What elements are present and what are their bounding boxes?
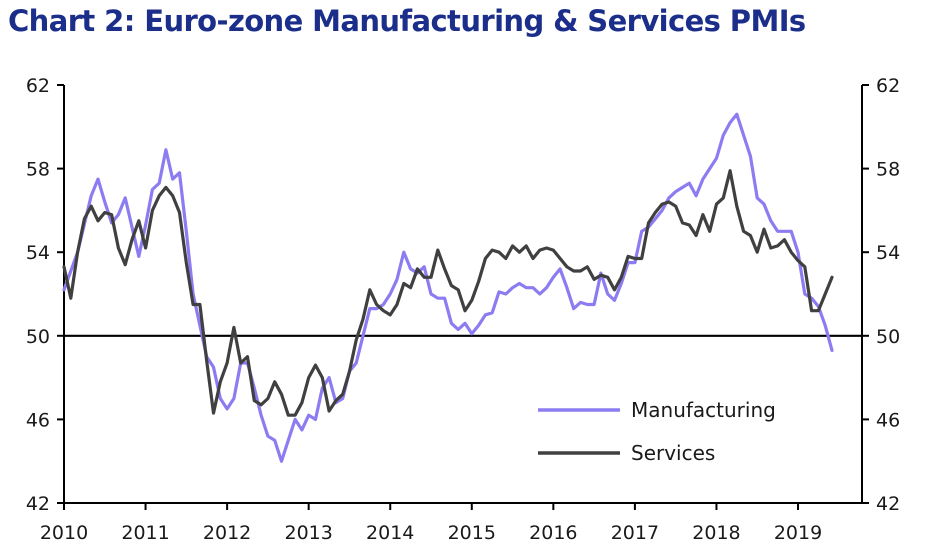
x-tick-label: 2019 (774, 522, 822, 544)
series-layer (62, 112, 834, 463)
legend-label-services: Services (631, 441, 715, 465)
right-y-tick-label: 50 (876, 326, 900, 348)
x-tick-label: 2013 (284, 522, 332, 544)
series-line-services (62, 169, 834, 417)
left-y-tick-label: 54 (26, 242, 50, 264)
legend: Manufacturing Services (538, 398, 776, 465)
right-y-tick-label: 58 (876, 159, 900, 181)
axes-layer: 42 42 46 46 50 50 54 54 58 58 62 62 2010 2011 2012 2013… (26, 75, 900, 544)
right-y-tick-label: 42 (876, 493, 900, 515)
right-y-tick-label: 54 (876, 242, 900, 264)
chart-title: Chart 2: Euro-zone Manufacturing & Servi… (8, 4, 806, 38)
legend-label-manufacturing: Manufacturing (631, 398, 776, 422)
x-tick-label: 2015 (448, 522, 496, 544)
x-tick-label: 2010 (40, 522, 88, 544)
right-y-tick-label: 46 (876, 409, 900, 431)
left-y-tick-label: 62 (26, 75, 50, 97)
left-y-tick-label: 58 (26, 159, 50, 181)
left-y-tick-label: 46 (26, 409, 50, 431)
x-tick-label: 2016 (529, 522, 577, 544)
left-y-tick-label: 42 (26, 493, 50, 515)
x-tick-label: 2014 (366, 522, 414, 544)
x-tick-label: 2018 (692, 522, 740, 544)
x-tick-label: 2017 (611, 522, 659, 544)
x-tick-label: 2012 (203, 522, 251, 544)
left-y-tick-label: 50 (26, 326, 50, 348)
x-tick-label: 2011 (121, 522, 169, 544)
right-y-tick-label: 62 (876, 75, 900, 97)
